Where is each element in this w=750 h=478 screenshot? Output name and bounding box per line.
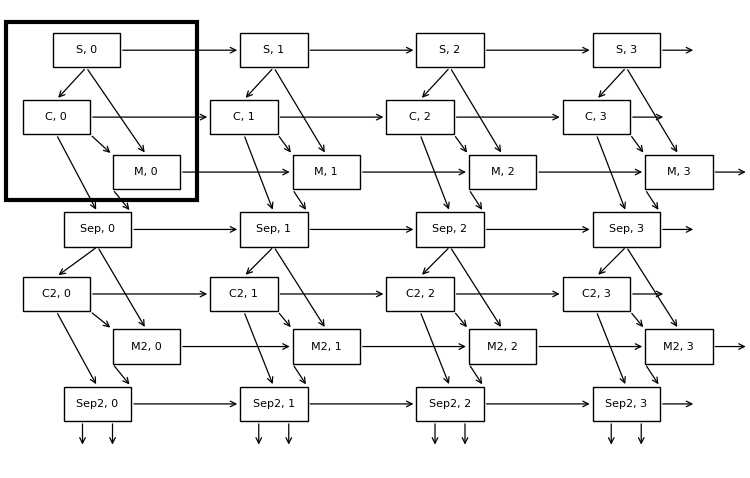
Text: Sep2, 3: Sep2, 3 bbox=[605, 399, 647, 409]
Text: C2, 0: C2, 0 bbox=[42, 289, 70, 299]
Text: M2, 2: M2, 2 bbox=[487, 342, 518, 351]
Text: C, 2: C, 2 bbox=[409, 112, 431, 122]
Text: M, 2: M, 2 bbox=[490, 167, 514, 177]
Bar bbox=[53, 33, 120, 67]
Bar bbox=[240, 33, 308, 67]
Bar bbox=[112, 155, 180, 189]
Bar bbox=[416, 387, 484, 421]
Bar bbox=[645, 155, 712, 189]
Bar bbox=[645, 329, 712, 364]
Text: C2, 3: C2, 3 bbox=[582, 289, 610, 299]
Bar bbox=[562, 277, 630, 311]
Bar bbox=[292, 155, 360, 189]
Bar bbox=[416, 212, 484, 247]
Bar bbox=[22, 100, 90, 134]
Text: M2, 3: M2, 3 bbox=[663, 342, 694, 351]
Text: M2, 0: M2, 0 bbox=[130, 342, 162, 351]
Bar bbox=[592, 33, 660, 67]
Text: S, 2: S, 2 bbox=[440, 45, 460, 55]
Bar bbox=[64, 212, 131, 247]
Text: Sep2, 0: Sep2, 0 bbox=[76, 399, 118, 409]
Text: S, 1: S, 1 bbox=[263, 45, 284, 55]
Text: M, 0: M, 0 bbox=[134, 167, 158, 177]
Bar bbox=[592, 212, 660, 247]
Bar bbox=[386, 100, 454, 134]
Bar bbox=[210, 100, 278, 134]
Text: M2, 1: M2, 1 bbox=[310, 342, 341, 351]
Bar bbox=[592, 387, 660, 421]
Text: M, 1: M, 1 bbox=[314, 167, 338, 177]
Text: S, 3: S, 3 bbox=[616, 45, 637, 55]
Text: Sep2, 2: Sep2, 2 bbox=[429, 399, 471, 409]
Bar bbox=[210, 277, 278, 311]
Bar bbox=[64, 387, 131, 421]
Text: C2, 2: C2, 2 bbox=[406, 289, 434, 299]
Bar bbox=[562, 100, 630, 134]
Bar bbox=[6, 22, 196, 200]
Text: Sep, 1: Sep, 1 bbox=[256, 225, 291, 234]
Text: S, 0: S, 0 bbox=[76, 45, 97, 55]
Text: Sep, 0: Sep, 0 bbox=[80, 225, 115, 234]
Bar bbox=[240, 212, 308, 247]
Bar bbox=[469, 329, 536, 364]
Bar bbox=[416, 33, 484, 67]
Bar bbox=[240, 387, 308, 421]
Bar bbox=[112, 329, 180, 364]
Bar bbox=[386, 277, 454, 311]
Text: C, 3: C, 3 bbox=[585, 112, 608, 122]
Text: C, 1: C, 1 bbox=[232, 112, 254, 122]
Bar bbox=[22, 277, 90, 311]
Bar bbox=[292, 329, 360, 364]
Text: Sep, 2: Sep, 2 bbox=[433, 225, 467, 234]
Text: Sep, 3: Sep, 3 bbox=[609, 225, 644, 234]
Text: C, 0: C, 0 bbox=[45, 112, 68, 122]
Text: C2, 1: C2, 1 bbox=[230, 289, 258, 299]
Text: Sep2, 1: Sep2, 1 bbox=[253, 399, 295, 409]
Text: M, 3: M, 3 bbox=[667, 167, 691, 177]
Bar bbox=[469, 155, 536, 189]
